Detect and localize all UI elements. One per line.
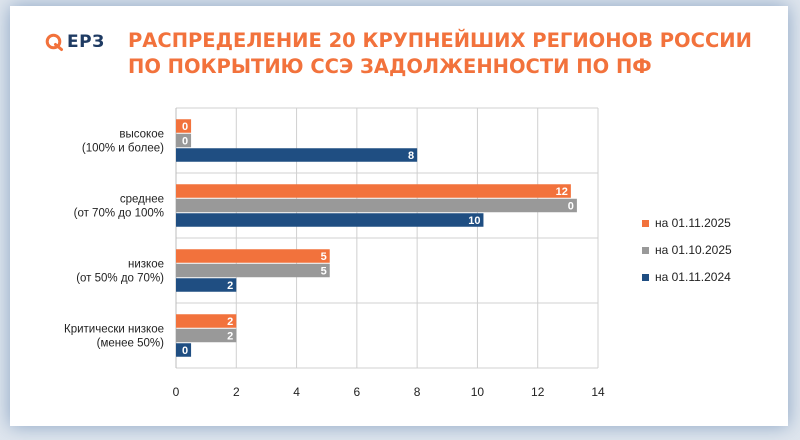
title-line-2: ПО ПОКРЫТИЮ ССЭ ЗАДОЛЖЕННОСТИ ПО ПФ [128,55,652,78]
bar [176,343,192,357]
data-label: 0 [182,121,188,133]
bar [176,249,330,263]
data-label: 2 [227,331,233,343]
bar-chart: 0 2 4 6 8 10 12 14 высокое (100% и более) 0 0 8 средн… [64,107,605,399]
bar [176,213,484,227]
legend-swatch [642,246,649,254]
legend-item: на 01.11.2024 [642,270,732,284]
legend-item: на 01.11.2025 [642,216,732,230]
brand-name: ЕРЗ [67,32,105,52]
data-label: 0 [182,345,188,357]
data-label: 10 [468,215,480,227]
chart-legend: на 01.11.2025 на 01.10.2025 на 01.11.2024 [642,216,732,284]
data-label: 5 [321,266,327,278]
bar [176,184,571,198]
title-line-1: РАСПРЕДЕЛЕНИЕ 20 КРУПНЕЙШИХ РЕГИОНОВ РОС… [128,29,752,52]
x-tick-label: 10 [471,385,485,399]
data-label: 12 [556,186,568,198]
x-tick-label: 6 [354,385,361,399]
q-logo-icon [45,33,63,51]
bar [176,148,418,162]
brand-logo: ЕРЗ [44,30,105,54]
data-label: 0 [182,136,188,148]
x-tick-label: 8 [414,385,421,399]
x-tick-label: 2 [233,385,240,399]
legend-label: на 01.10.2025 [655,243,732,257]
data-label: 8 [408,150,414,162]
category-label: высокое (100% и более) [82,129,164,155]
data-label: 0 [568,201,574,213]
page-title: РАСПРЕДЕЛЕНИЕ 20 КРУПНЕЙШИХ РЕГИОНОВ РОС… [128,28,752,80]
x-tick-label: 12 [531,385,545,399]
legend-label: на 01.11.2024 [655,270,731,284]
legend-swatch [642,273,649,281]
category-label: Критически низкое (менее 50%) [64,324,164,350]
data-label: 2 [227,316,233,328]
category-label: среднее (от 70% до 100% [74,194,164,220]
legend-item: на 01.10.2025 [642,243,732,257]
bar [176,278,237,292]
bar [176,314,237,328]
data-label: 5 [321,251,327,263]
bar [176,198,577,213]
bar [176,133,192,148]
bar [176,328,237,343]
category-label: низкое (от 50% до 70%) [76,259,164,285]
x-tick-label: 14 [591,385,605,399]
slide-card: ЕРЗ РАСПРЕДЕЛЕНИЕ 20 КРУПНЕЙШИХ РЕГИОНОВ… [10,6,788,426]
bar [176,263,330,278]
x-tick-label: 4 [293,385,300,399]
data-label: 2 [227,280,233,292]
bar [176,119,192,133]
x-tick-label: 0 [173,385,180,399]
legend-swatch [642,219,649,227]
legend-label: на 01.11.2025 [655,216,731,230]
